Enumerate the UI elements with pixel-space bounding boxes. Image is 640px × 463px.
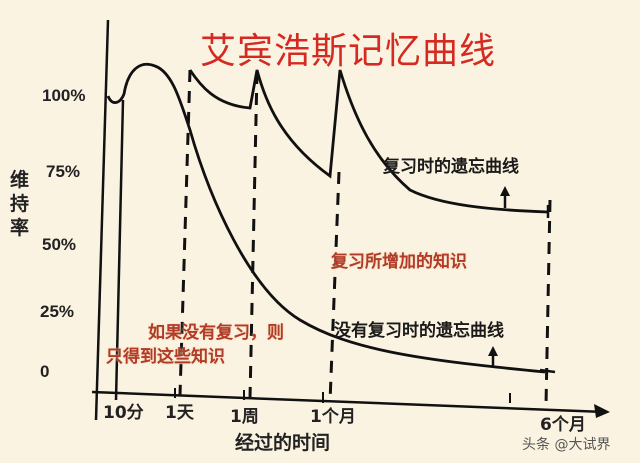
curve-no-review <box>106 63 546 374</box>
x-tick-6month: 6个月 <box>540 415 586 435</box>
dashed-line-1month <box>328 171 341 403</box>
x-tick-1week: 1周 <box>230 407 259 427</box>
arrow-up-icon <box>500 186 510 196</box>
watermark: 头条 @大试界 <box>522 437 611 453</box>
arrow-up-icon <box>488 346 498 356</box>
x-axis-label: 经过的时间 <box>235 432 331 454</box>
y-axis <box>94 19 110 421</box>
y-axis-label-char: 率 <box>10 217 30 239</box>
annotation-review-curve: 复习时的遗忘曲线 <box>383 157 519 177</box>
dashed-line-1week <box>248 71 259 399</box>
dashed-line-6month <box>544 199 552 406</box>
x-tick-1month: 1个月 <box>310 407 356 427</box>
annotation-no-review-curve: 没有复习时的遗忘曲线 <box>334 321 504 341</box>
annotation-gained-knowledge: 复习所增加的知识 <box>331 252 467 272</box>
y-tick-50: 50% <box>42 235 77 254</box>
y-tick-0: 0 <box>40 362 50 381</box>
ten-min-line <box>114 99 125 401</box>
y-axis-label-char: 持 <box>10 193 30 215</box>
x-axis <box>91 390 606 414</box>
x-axis-arrow-icon <box>594 404 610 418</box>
annotation-if-no-review-line2: 只得到这些知识 <box>106 347 225 367</box>
y-tick-100: 100% <box>42 86 86 105</box>
y-tick-75: 75% <box>46 162 81 181</box>
curve-with-review <box>188 69 549 214</box>
x-tick-10min: 10分 <box>103 403 144 423</box>
y-tick-25: 25% <box>40 302 75 321</box>
chart-title: 艾宾浩斯记忆曲线 <box>200 31 497 72</box>
annotation-if-no-review-line1: 如果没有复习，则 <box>148 323 284 343</box>
x-tick-1day: 1天 <box>165 403 194 423</box>
y-axis-label: 维 持 率 <box>10 168 32 240</box>
y-axis-label-char: 维 <box>10 169 30 191</box>
curve-no-review-end <box>539 368 556 374</box>
